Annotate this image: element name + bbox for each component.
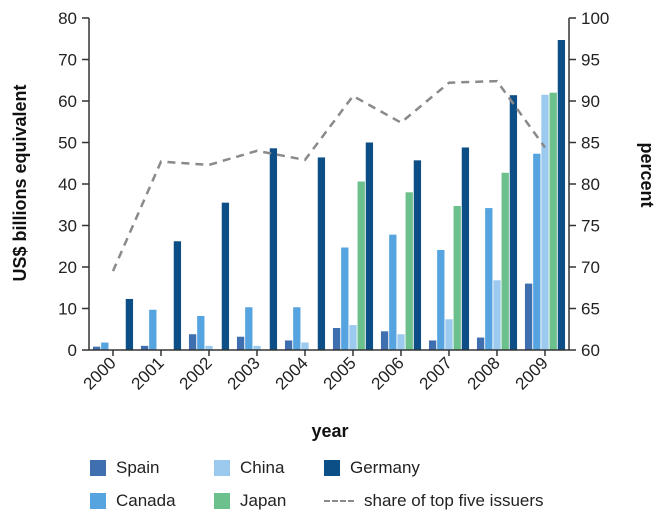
bar-canada-2007 [437,249,445,350]
x-tick-label: 2006 [368,353,408,393]
legend-label-germany: Germany [350,458,420,477]
y-axis-title-right: percent [637,142,657,207]
legend-item-canada: Canada [90,489,176,513]
bar-canada-2003 [245,307,253,350]
x-tick-label: 2002 [176,353,216,393]
bar-china-2008 [493,280,501,350]
legend-item-japan: Japan [214,489,286,513]
bar-germany-2003 [269,148,278,350]
bar-spain-2006 [380,331,389,350]
bar-germany-2005 [365,142,374,350]
x-tick-label: 2009 [512,353,552,393]
y-tick-label-right: 75 [581,217,600,236]
bar-china-2003 [253,345,261,350]
y-tick-label-left: 30 [58,217,77,236]
bar-japan-2005 [357,181,365,350]
bar-canada-2006 [389,234,397,350]
bar-china-2002 [205,345,213,350]
legend-swatch-canada [90,493,106,509]
y-tick-label-right: 60 [581,341,600,360]
bar-canada-2002 [197,315,205,350]
y-tick-label-left: 50 [58,134,77,153]
legend-item-spain: Spain [90,456,159,480]
bar-spain-2000 [92,346,101,350]
bar-japan-2009 [549,92,557,350]
legend-swatch-china [214,460,230,476]
bar-canada-2008 [485,208,493,350]
x-tick-label: 2001 [128,353,168,393]
bar-spain-2001 [140,345,149,350]
bar-germany-2002 [221,202,230,350]
y-tick-label-right: 100 [581,9,609,28]
y-tick-label-right: 95 [581,51,600,70]
bar-spain-2007 [428,340,437,350]
y-tick-label-left: 80 [58,9,77,28]
bar-china-2004 [301,342,309,350]
bar-spain-2008 [476,337,485,350]
y-tick-label-right: 70 [581,258,600,277]
share-line [111,79,547,272]
bar-germany-2000 [125,298,134,350]
bar-china-2009 [541,94,549,351]
legend-item-share: share of top five issuers [324,489,544,513]
legend-swatch-spain [90,460,106,476]
bar-germany-2008 [509,95,518,350]
bar-china-2005 [349,325,357,350]
bar-canada-2001 [149,309,157,350]
bar-germany-2009 [557,39,566,351]
chart: 0 10 20 30 40 50 60 70 80 60 65 70 75 80 85 90 95 100 2000… [10,9,657,441]
y-tick-label-right: 65 [581,300,600,319]
y-tick-label-left: 10 [58,300,77,319]
y-tick-label-left: 60 [58,92,77,111]
bar-germany-2007 [461,147,470,350]
bar-spain-2004 [284,340,293,350]
x-tick-label: 2005 [320,353,360,393]
bar-china-2007 [445,319,453,350]
legend-label-canada: Canada [116,491,176,510]
bar-japan-2007 [453,206,461,350]
bar-spain-2003 [236,336,245,350]
bar-germany-2001 [173,241,182,350]
legend-swatch-germany [324,460,340,476]
x-tick-label: 2003 [224,353,264,393]
x-tick-label: 2000 [80,353,120,393]
bar-china-2006 [397,334,405,350]
x-tick-label: 2008 [464,353,504,393]
y-tick-label-left: 20 [58,258,77,277]
bar-spain-2009 [524,283,533,350]
y-tick-label-right: 85 [581,134,600,153]
bars-layer [92,39,566,351]
legend-item-china: China [214,456,284,480]
bar-japan-2008 [501,172,509,350]
legend-item-germany: Germany [324,456,420,480]
y-axis-title-left: US$ billions equivalent [10,84,30,281]
y-tick-label-right: 80 [581,175,600,194]
bar-spain-2005 [332,328,341,350]
y-tick-label-left: 70 [58,51,77,70]
y-tick-label-left: 0 [68,341,77,360]
bar-canada-2005 [341,247,349,350]
x-tick-label: 2004 [272,353,312,393]
legend: Spain China Germany Canada Japan share o… [90,456,610,512]
bar-canada-2000 [101,342,109,350]
bar-germany-2004 [317,157,326,350]
bar-canada-2009 [533,153,541,350]
bar-germany-2006 [413,160,422,350]
bar-japan-2006 [405,192,413,350]
bar-canada-2004 [293,307,301,350]
legend-label-share: share of top five issuers [364,491,544,510]
legend-label-china: China [240,458,285,477]
y-tick-label-right: 90 [581,92,600,111]
y-tick-label-left: 40 [58,175,77,194]
x-tick-label: 2007 [416,353,456,393]
legend-swatch-japan [214,493,230,509]
x-axis-title: year [311,421,348,441]
bar-spain-2002 [188,334,197,350]
legend-label-spain: Spain [116,458,160,477]
legend-dash-share [324,500,354,502]
legend-label-japan: Japan [240,491,287,510]
